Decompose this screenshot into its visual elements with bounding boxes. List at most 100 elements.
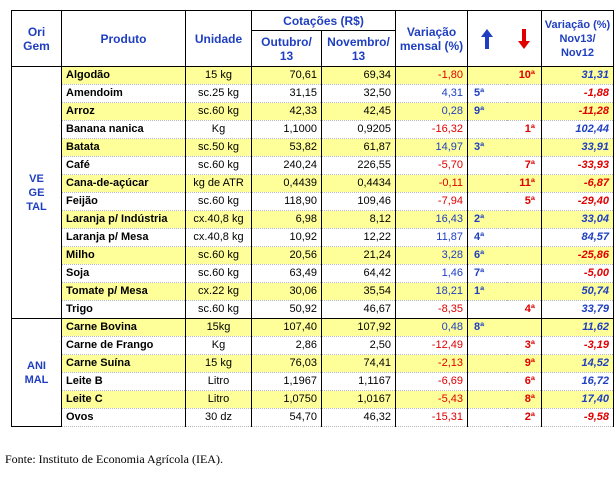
novembro-cell: 109,46 <box>321 192 396 211</box>
novembro-cell: 32,50 <box>321 84 396 103</box>
unidade-cell: 15 kg <box>185 66 252 85</box>
variacao-mensal-cell: 3,28 <box>395 246 468 265</box>
unidade-cell: sc.60 kg <box>185 102 252 121</box>
variacao-anual-cell: -5,00 <box>541 264 614 283</box>
novembro-cell: 12,22 <box>321 228 396 247</box>
rank-up-cell <box>467 372 507 391</box>
variacao-mensal-cell: 14,97 <box>395 138 468 157</box>
variacao-anual-cell: -29,40 <box>541 192 614 211</box>
table-row: Laranja p/ Indústria cx.40,8 kg 6,98 8,12 16… <box>12 210 614 229</box>
rank-down-cell: 9ª <box>506 354 542 373</box>
unidade-cell: sc.60 kg <box>185 192 252 211</box>
outubro-cell: 20,56 <box>251 246 322 265</box>
outubro-cell: 240,24 <box>251 156 322 175</box>
price-table-container: Ori Gem Produto Unidade Cotações (R$) Va… <box>11 10 614 427</box>
table-row: Soja sc.60 kg 63,49 64,42 1,46 7ª -5,00 <box>12 264 614 283</box>
outubro-cell: 1,0750 <box>251 390 322 409</box>
variacao-anual-cell: 14,52 <box>541 354 614 373</box>
variacao-mensal-cell: -5,70 <box>395 156 468 175</box>
unidade-cell: Litro <box>185 372 252 391</box>
unidade-cell: Kg <box>185 336 252 355</box>
produto-cell: Leite B <box>61 372 186 391</box>
price-table: Ori Gem Produto Unidade Cotações (R$) Va… <box>11 10 614 427</box>
novembro-cell: 42,45 <box>321 102 396 121</box>
produto-cell: Soja <box>61 264 186 283</box>
unidade-header: Unidade <box>185 10 252 67</box>
variacao-anual-cell: -11,28 <box>541 102 614 121</box>
unidade-cell: cx.22 kg <box>185 282 252 301</box>
vegetal-section: VE GE TAL Algodão 15 kg 70,61 69,34 -1,80 10ª 3… <box>11 66 614 319</box>
variacao-anual-header: Variação (%) Nov13/ Nov12 <box>541 10 614 67</box>
rank-up-cell: 4ª <box>467 228 507 247</box>
rank-down-cell <box>506 210 542 229</box>
variacao-mensal-cell: 18,21 <box>395 282 468 301</box>
variacao-mensal-header: Variação mensal (%) <box>395 10 468 67</box>
variacao-mensal-cell: -1,80 <box>395 66 468 85</box>
variacao-anual-cell: -1,88 <box>541 84 614 103</box>
produto-cell: Milho <box>61 246 186 265</box>
variacao-anual-cell: 16,72 <box>541 372 614 391</box>
table-row: Feijão sc.60 kg 118,90 109,46 -7,94 5ª -29,40 <box>12 192 614 211</box>
produto-cell: Feijão <box>61 192 186 211</box>
produto-cell: Banana nanica <box>61 120 186 139</box>
rank-down-cell <box>506 246 542 265</box>
origem-header: Ori Gem <box>11 10 62 67</box>
rank-up-cell <box>467 408 507 427</box>
rank-down-cell: 1ª <box>506 120 542 139</box>
table-row: Milho sc.60 kg 20,56 21,24 3,28 6ª -25,86 <box>12 246 614 265</box>
group-label-vegetal: VE GE TAL <box>11 66 62 319</box>
produto-cell: Ovos <box>61 408 186 427</box>
novembro-cell: 35,54 <box>321 282 396 301</box>
variacao-mensal-cell: 4,31 <box>395 84 468 103</box>
rank-down-cell <box>506 138 542 157</box>
animal-section: ANI MAL Carne Bovina 15kg 107,40 107,92 0,48 8… <box>11 318 614 427</box>
outubro-cell: 54,70 <box>251 408 322 427</box>
variacao-anual-cell: 11,62 <box>541 318 614 337</box>
produto-cell: Arroz <box>61 102 186 121</box>
rank-up-cell: 9ª <box>467 102 507 121</box>
variacao-mensal-cell: -6,69 <box>395 372 468 391</box>
table-row: Laranja p/ Mesa cx.40,8 kg 10,92 12,22 11,87… <box>12 228 614 247</box>
rank-down-cell: 11ª <box>506 174 542 193</box>
rank-down-cell: 2ª <box>506 408 542 427</box>
unidade-cell: 30 dz <box>185 408 252 427</box>
rank-down-cell <box>506 282 542 301</box>
variacao-anual-cell: 50,74 <box>541 282 614 301</box>
novembro-cell: 21,24 <box>321 246 396 265</box>
variacao-anual-cell: -3,19 <box>541 336 614 355</box>
unidade-cell: sc.50 kg <box>185 138 252 157</box>
produto-cell: Batata <box>61 138 186 157</box>
outubro-cell: 10,92 <box>251 228 322 247</box>
produto-cell: Amendoim <box>61 84 186 103</box>
variacao-mensal-cell: -16,32 <box>395 120 468 139</box>
produto-cell: Cana-de-açúcar <box>61 174 186 193</box>
rank-down-cell <box>506 264 542 283</box>
novembro-cell: 69,34 <box>321 66 396 85</box>
table-row: VE GE TAL Algodão 15 kg 70,61 69,34 -1,80 10ª 3… <box>11 66 614 319</box>
variacao-mensal-cell: 0,48 <box>395 318 468 337</box>
rank-up-cell: 8ª <box>467 318 507 337</box>
variacao-anual-cell: -33,93 <box>541 156 614 175</box>
variacao-anual-cell: -6,87 <box>541 174 614 193</box>
produto-cell: Leite C <box>61 390 186 409</box>
unidade-cell: 15kg <box>185 318 252 337</box>
unidade-cell: Kg <box>185 120 252 139</box>
novembro-cell: 0,4434 <box>321 174 396 193</box>
unidade-cell: kg de ATR <box>185 174 252 193</box>
table-row: Batata sc.50 kg 53,82 61,87 14,97 3ª 33,91 <box>12 138 614 157</box>
table-row: Amendoim sc.25 kg 31,15 32,50 4,31 5ª -1,88 <box>12 84 614 103</box>
rank-down-cell: 7ª <box>506 156 542 175</box>
table-row: Leite B Litro 1,1967 1,1167 -6,69 6ª 16,72 <box>12 372 614 391</box>
rank-down-cell: 5ª <box>506 192 542 211</box>
variacao-anual-cell: 17,40 <box>541 390 614 409</box>
rank-up-cell: 3ª <box>467 138 507 157</box>
unidade-cell: sc.60 kg <box>185 156 252 175</box>
produto-cell: Carne de Frango <box>61 336 186 355</box>
table-row: Banana nanica Kg 1,1000 0,9205 -16,32 1ª 102,4… <box>12 120 614 139</box>
variacao-mensal-cell: -7,94 <box>395 192 468 211</box>
outubro-cell: 107,40 <box>251 318 322 337</box>
novembro-cell: 2,50 <box>321 336 396 355</box>
rank-up-cell <box>467 300 507 319</box>
rank-up-cell: 2ª <box>467 210 507 229</box>
unidade-cell: sc.60 kg <box>185 246 252 265</box>
